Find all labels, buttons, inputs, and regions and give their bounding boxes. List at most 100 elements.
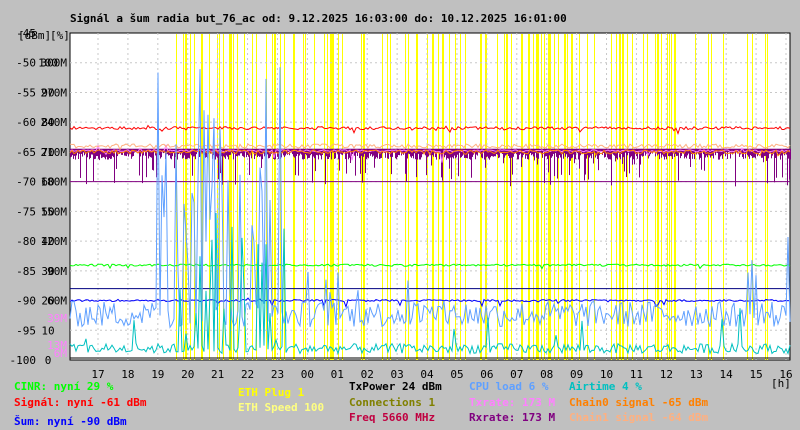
- eth-plug-band: [416, 34, 417, 360]
- eth-plug-band: [382, 34, 383, 360]
- rxrate-bar: [518, 148, 519, 160]
- rxrate-bar: [174, 148, 175, 169]
- eth-plug-band: [544, 34, 545, 360]
- rxrate-bar: [411, 148, 412, 158]
- rxrate-bar: [715, 148, 716, 156]
- x-tick: 18: [121, 368, 134, 381]
- rxrate-bar: [729, 148, 730, 153]
- eth-plug-band: [183, 34, 184, 360]
- eth-plug-band: [622, 34, 623, 360]
- rxrate-bar: [251, 148, 252, 159]
- rxrate-bar: [431, 148, 432, 166]
- rxrate-bar: [244, 148, 245, 158]
- x-tick: 15: [749, 368, 762, 381]
- rxrate-bar: [762, 148, 763, 158]
- rxrate-bar: [510, 148, 511, 187]
- rxrate-bar: [536, 148, 537, 158]
- rxrate-bar: [131, 148, 132, 159]
- rxrate-bar: [596, 148, 597, 156]
- legend-txpower: TxPower 24 dBm: [349, 380, 442, 393]
- rxrate-bar: [638, 148, 639, 153]
- y-tick-small: 39M: [47, 312, 67, 325]
- rxrate-bar: [738, 148, 739, 152]
- rxrate-bar: [433, 148, 434, 157]
- rxrate-bar: [656, 148, 657, 152]
- rxrate-bar: [465, 148, 466, 158]
- y-tick-dbm: -95: [16, 324, 36, 337]
- chart-title: Signál a šum radia but_76_ac od: 9.12.20…: [70, 12, 567, 25]
- eth-plug-band: [390, 34, 391, 360]
- y-tick-pct: 90: [41, 86, 54, 99]
- rxrate-bar: [379, 148, 380, 159]
- rxrate-bar: [395, 148, 396, 159]
- eth-plug-band: [558, 34, 559, 360]
- eth-plug-band: [723, 34, 724, 360]
- rxrate-bar: [156, 148, 157, 178]
- rxrate-bar: [554, 148, 555, 177]
- y-tick-pct: 10: [41, 324, 54, 337]
- rxrate-bar: [387, 148, 388, 159]
- y-tick-small: 13M: [47, 339, 67, 352]
- rxrate-bar: [419, 148, 420, 160]
- rxrate-bar: [243, 148, 244, 157]
- eth-plug-band: [521, 34, 522, 360]
- rxrate-bar: [170, 148, 171, 159]
- rxrate-bar: [73, 148, 74, 159]
- rxrate-bar: [615, 148, 616, 162]
- rxrate-bar: [283, 148, 284, 156]
- rxrate-bar: [498, 148, 499, 159]
- rxrate-bar: [362, 148, 363, 183]
- rxrate-bar: [611, 148, 612, 186]
- x-tick: 06: [480, 368, 493, 381]
- rxrate-bar: [334, 148, 335, 159]
- legend-airtime: Airtime 4 %: [569, 380, 642, 393]
- rxrate-bar: [597, 148, 598, 160]
- rxrate-bar: [445, 148, 446, 156]
- rxrate-bar: [181, 148, 182, 154]
- rxrate-bar: [377, 148, 378, 159]
- eth-plug-band: [433, 34, 434, 360]
- eth-plug-band: [571, 34, 572, 360]
- rxrate-bar: [567, 148, 568, 159]
- rxrate-bar: [560, 148, 561, 158]
- rxrate-bar: [507, 148, 508, 154]
- rxrate-bar: [89, 148, 90, 160]
- rxrate-bar: [122, 148, 123, 155]
- rxrate-bar: [250, 148, 251, 154]
- rxrate-bar: [552, 148, 553, 157]
- rxrate-bar: [484, 148, 485, 160]
- rxrate-bar: [112, 148, 113, 156]
- eth-plug-band: [579, 34, 580, 360]
- eth-plug-band: [449, 34, 450, 360]
- rxrate-bar: [355, 148, 356, 176]
- rxrate-bar: [151, 148, 152, 158]
- eth-plug-band: [538, 34, 539, 360]
- rxrate-bar: [314, 148, 315, 159]
- rxrate-bar: [447, 148, 448, 159]
- eth-plug-band: [272, 34, 273, 360]
- y-tick-pct: 50: [41, 205, 54, 218]
- signal-line: [69, 124, 791, 136]
- rxrate-bar: [293, 148, 294, 157]
- rxrate-bar: [473, 148, 474, 155]
- rxrate-bar: [166, 148, 167, 155]
- rxrate-bar: [93, 148, 94, 182]
- rxrate-bar: [568, 148, 569, 157]
- rxrate-bar: [634, 148, 635, 165]
- rxrate-bar: [741, 148, 742, 154]
- rxrate-bar: [448, 148, 449, 159]
- rxrate-bar: [654, 148, 655, 152]
- chain0-line: [69, 149, 791, 157]
- rxrate-bar: [441, 148, 442, 178]
- eth-plug-band: [338, 34, 339, 360]
- eth-plug-band: [647, 34, 648, 360]
- rxrate-bar: [82, 148, 83, 157]
- legend-cinr: CINR: nyní 29 %: [14, 380, 114, 393]
- rxrate-bar: [257, 148, 258, 158]
- rxrate-bar: [258, 148, 259, 156]
- rxrate-bar: [96, 148, 97, 157]
- eth-plug-band: [427, 34, 428, 360]
- rxrate-bar: [405, 148, 406, 174]
- y-tick-rate: 240M: [41, 116, 68, 129]
